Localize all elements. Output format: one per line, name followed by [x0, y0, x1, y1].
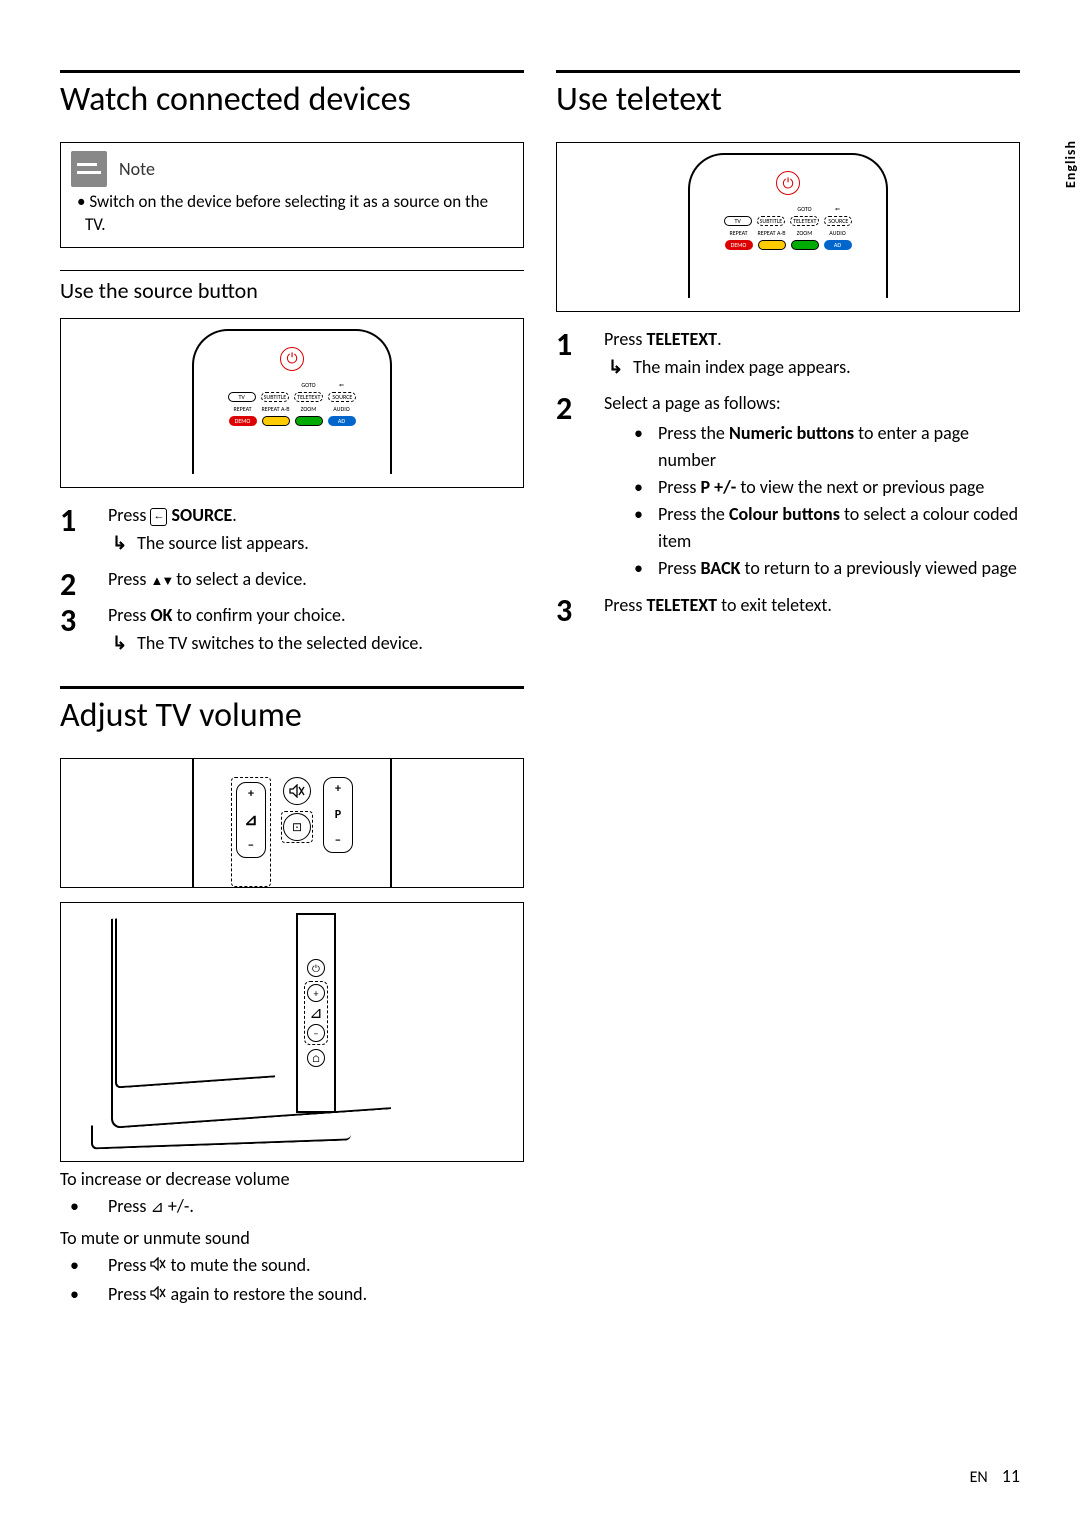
- footer-lang: EN: [970, 1468, 988, 1487]
- tt-step-1: Press TELETEXT. The main index page appe…: [556, 326, 1020, 380]
- volume-rocker-icon: +−: [236, 782, 266, 858]
- remote-illustration-volume: +− ⊡ +P−: [60, 758, 524, 888]
- note-icon: [71, 151, 107, 187]
- tt-bullet-colour: Press the Colour buttons to select a col…: [634, 501, 1020, 555]
- source-steps: Press SOURCE. The source list appears. P…: [60, 502, 524, 656]
- remote-illustration-source: ⏻ GOTO⇐ TVSUBTITLETELETEXTSOURCE REPEATR…: [60, 318, 524, 488]
- tt-bullet-page: Press P +/- to view the next or previous…: [634, 474, 1020, 501]
- tv-side-panel: ⏻ + − ⌂: [296, 913, 336, 1113]
- language-side-label: English: [1062, 140, 1079, 188]
- right-column: Use teletext ⏻ GOTO⇐ TVSUBTITLETELETEXTS…: [556, 70, 1020, 1309]
- tt-step-2: Select a page as follows: Press the Nume…: [556, 390, 1020, 582]
- result-arrow-icon: [112, 630, 127, 656]
- vol-bullet: Press +/-.: [60, 1192, 524, 1221]
- heading-use-teletext: Use teletext: [556, 70, 1020, 120]
- step-2: Press to select a device.: [60, 566, 524, 592]
- left-column: Watch connected devices Note Switch on t…: [60, 70, 524, 1309]
- result-arrow-icon: [112, 530, 127, 556]
- page-footer: EN 11: [970, 1465, 1020, 1487]
- power-icon: ⏻: [280, 347, 304, 371]
- up-down-icon: [150, 569, 172, 589]
- step-3: Press OK to confirm your choice. The TV …: [60, 602, 524, 656]
- tv-home-icon: ⌂: [307, 1049, 325, 1067]
- heading-use-source-button: Use the source button: [60, 270, 524, 304]
- footer-page-number: 11: [1002, 1465, 1020, 1487]
- aspect-button-icon: ⊡: [283, 813, 311, 841]
- mute-instruction-heading: To mute or unmute sound: [60, 1227, 524, 1249]
- tt-bullet-back: Press BACK to return to a previously vie…: [634, 555, 1020, 582]
- mute-button-icon: [283, 777, 311, 805]
- program-rocker-icon: +P−: [323, 777, 353, 853]
- tv-illustration: ⏻ + − ⌂: [60, 902, 524, 1162]
- volume-icon: [150, 1196, 163, 1216]
- tt-bullet-numeric: Press the Numeric buttons to enter a pag…: [634, 420, 1020, 474]
- mute-bullet-2: Press again to restore the sound.: [60, 1280, 524, 1309]
- mute-icon: [150, 1257, 166, 1271]
- power-icon: ⏻: [776, 171, 800, 195]
- result-arrow-icon: [608, 354, 623, 380]
- note-body: Switch on the device before selecting it…: [61, 191, 523, 237]
- teletext-steps: Press TELETEXT. The main index page appe…: [556, 326, 1020, 618]
- step-1: Press SOURCE. The source list appears.: [60, 502, 524, 556]
- tv-power-icon: ⏻: [307, 959, 325, 977]
- vol-instruction-heading: To increase or decrease volume: [60, 1168, 524, 1190]
- mute-icon: [150, 1286, 166, 1300]
- heading-adjust-volume: Adjust TV volume: [60, 686, 524, 736]
- note-box: Note Switch on the device before selecti…: [60, 142, 524, 248]
- mute-bullet-1: Press to mute the sound.: [60, 1251, 524, 1280]
- page: Watch connected devices Note Switch on t…: [0, 0, 1080, 1349]
- heading-watch-connected: Watch connected devices: [60, 70, 524, 120]
- remote-illustration-teletext: ⏻ GOTO⇐ TVSUBTITLETELETEXTSOURCE REPEATR…: [556, 142, 1020, 312]
- source-icon: [150, 505, 167, 525]
- note-title: Note: [119, 158, 155, 180]
- tt-step-3: Press TELETEXT to exit teletext.: [556, 592, 1020, 618]
